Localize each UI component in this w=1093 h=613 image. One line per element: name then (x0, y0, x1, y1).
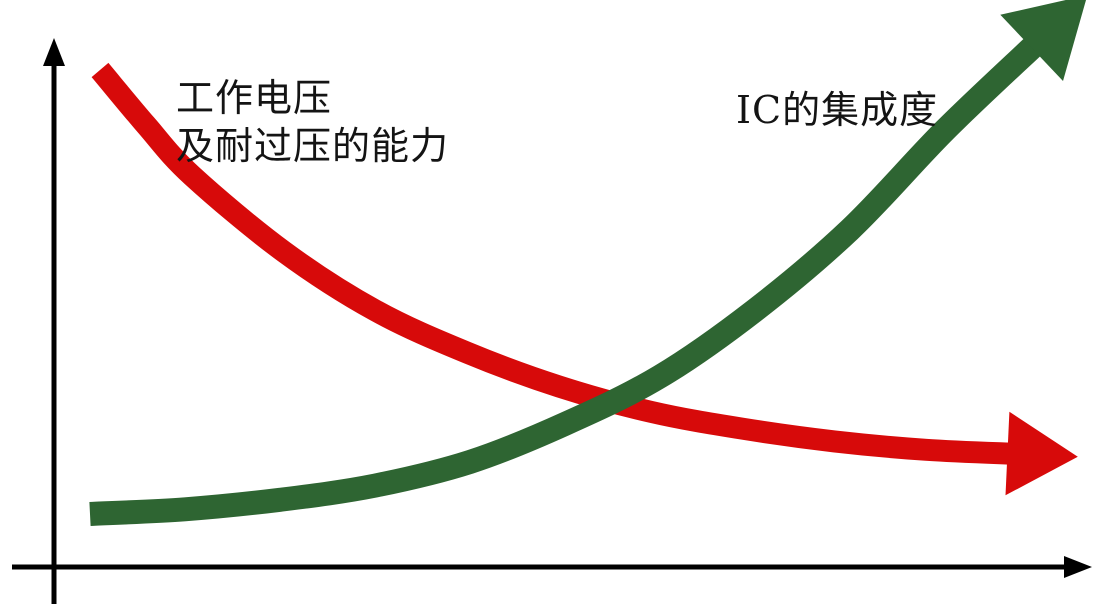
series-arrowhead-integration (1000, 0, 1087, 81)
series-label-integration: IC的集成度 (736, 86, 938, 134)
series-label-voltage: 工作电压 及耐过压的能力 (176, 74, 449, 170)
series-arrowhead-voltage (1005, 411, 1078, 496)
series-label-voltage-line-1: 工作电压 (176, 76, 333, 120)
axes (12, 38, 1092, 604)
series-line-voltage (91, 62, 1019, 465)
series-layer (89, 0, 1087, 526)
series-label-voltage-line-2: 及耐过压的能力 (176, 124, 450, 168)
series-label-integration-line-1: IC的集成度 (736, 88, 939, 132)
x-axis-arrow (1064, 556, 1092, 578)
y-axis-arrow (43, 38, 65, 66)
series-line-integration (89, 31, 1049, 526)
